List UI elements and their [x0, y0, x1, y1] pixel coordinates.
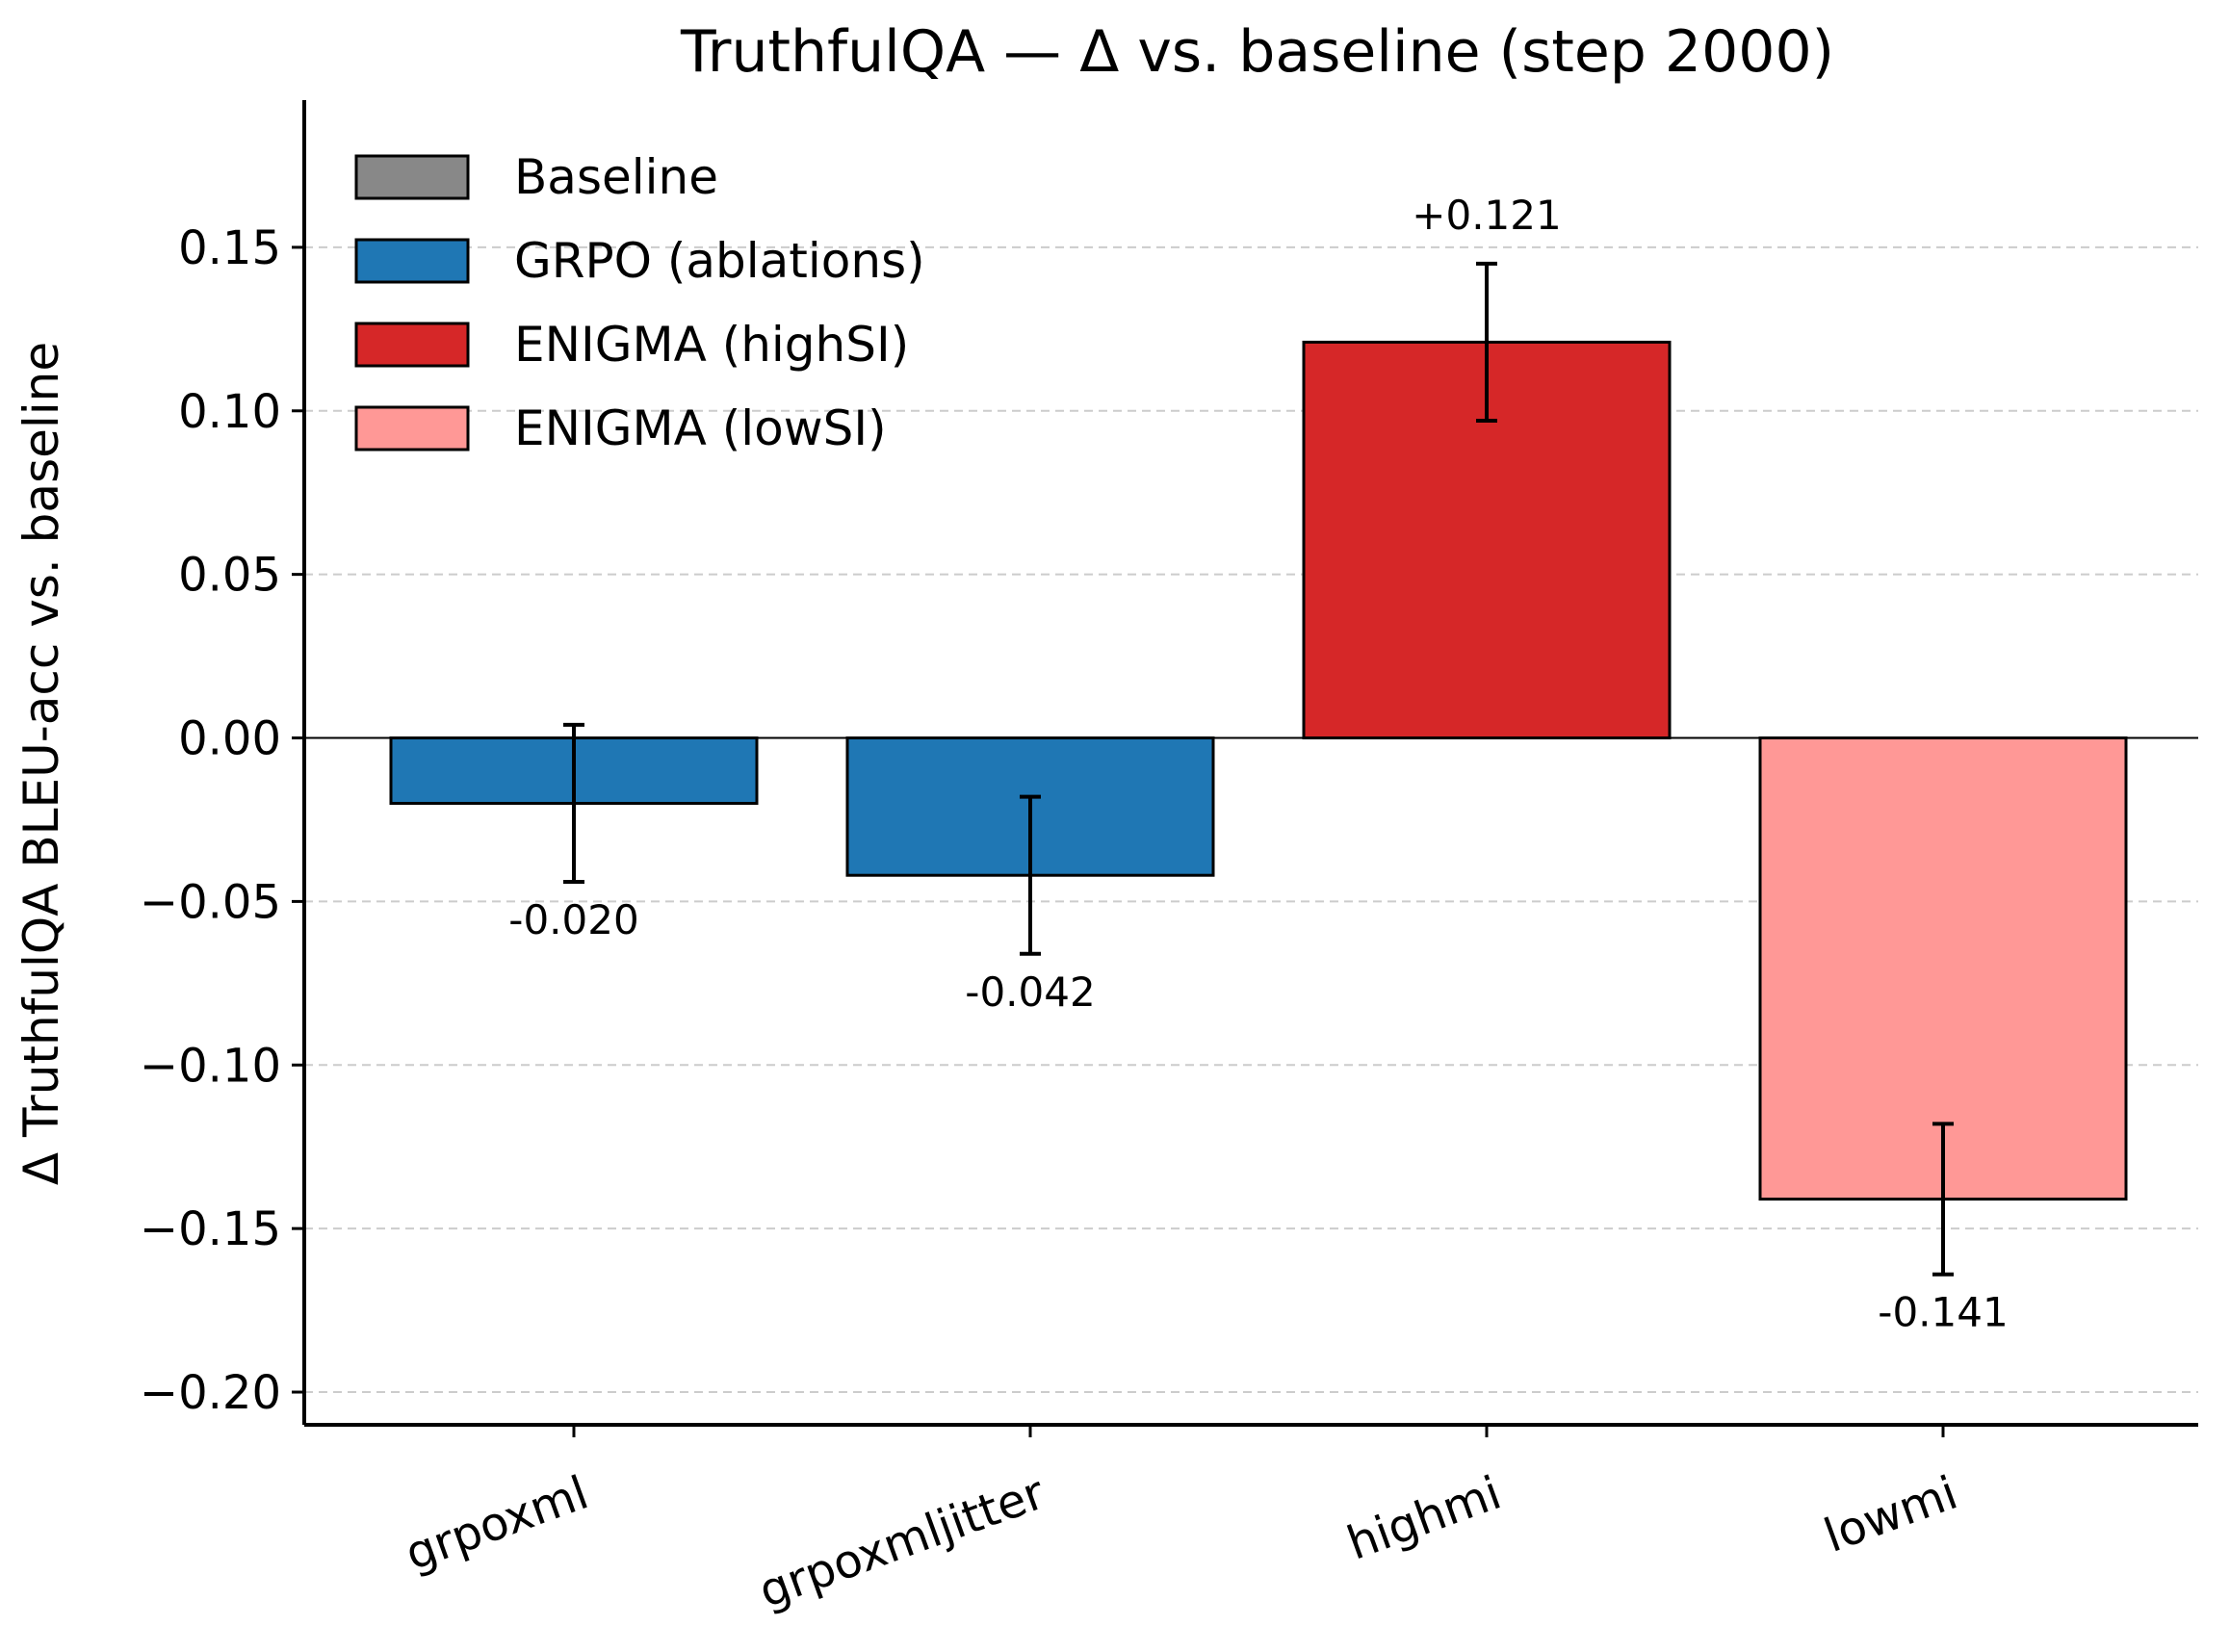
bars: [389, 340, 2128, 1201]
legend-swatch: [354, 405, 470, 452]
y-tick-label: −0.05: [140, 875, 281, 929]
y-tick-label: −0.20: [140, 1366, 281, 1420]
value-label: -0.020: [508, 896, 638, 943]
y-ticks: 0.15 0.10 0.05 0.00 −0.05 −0.10 −0.15 −0.20: [140, 221, 304, 1420]
y-axis-label: Δ TruthfulQA BLEU-acc vs. baseline: [13, 342, 69, 1185]
y-tick-label: 0.05: [178, 549, 281, 603]
y-tick-label: −0.10: [140, 1039, 281, 1093]
legend-swatch: [354, 322, 470, 368]
legend-label: ENIGMA (lowSI): [514, 400, 887, 456]
legend: Baseline GRPO (ablations) ENIGMA (highSI) E…: [354, 149, 925, 456]
y-tick-label: 0.15: [178, 221, 281, 275]
y-tick-label: 0.00: [178, 712, 281, 766]
x-tick-label: grpoxml: [399, 1466, 595, 1582]
legend-label: GRPO (ablations): [514, 233, 925, 289]
x-ticks: grpoxml grpoxmljitter highmi lowmi: [399, 1425, 1964, 1619]
axes: [302, 100, 2198, 1427]
value-label: +0.121: [1412, 192, 1561, 239]
x-tick-label: grpoxmljitter: [752, 1466, 1051, 1619]
legend-label: Baseline: [514, 149, 718, 205]
y-tick-label: 0.10: [178, 385, 281, 439]
y-tick-label: −0.15: [140, 1202, 281, 1256]
legend-swatch: [354, 154, 470, 200]
value-label: -0.141: [1878, 1289, 2008, 1336]
value-labels: -0.020 -0.042 +0.121 -0.141: [508, 192, 2008, 1336]
x-tick-label: highmi: [1340, 1466, 1508, 1571]
legend-swatch: [354, 238, 470, 284]
legend-label: ENIGMA (highSI): [514, 317, 909, 373]
chart-title: TruthfulQA — Δ vs. baseline (step 2000): [680, 18, 1834, 86]
error-bars: [563, 261, 1954, 1277]
x-tick-label: lowmi: [1817, 1466, 1964, 1563]
value-label: -0.042: [965, 968, 1095, 1016]
